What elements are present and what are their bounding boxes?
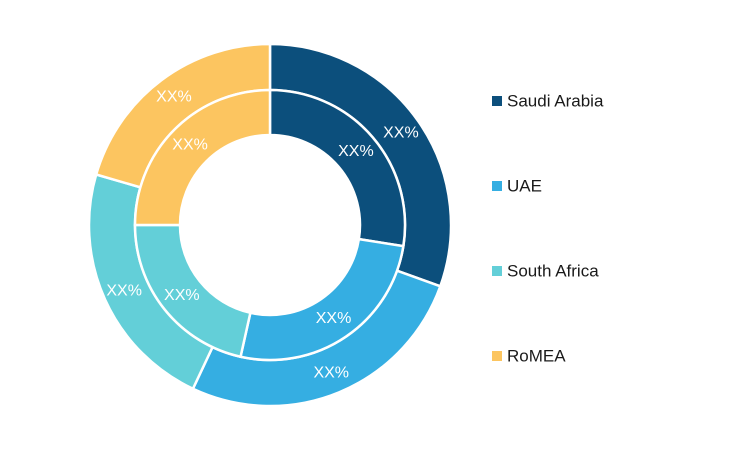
inner-slice-saudi-arabia <box>268 88 407 248</box>
legend-swatch-south-africa <box>492 266 502 276</box>
legend-label-uae: UAE <box>507 177 542 196</box>
legend-label-south-africa: South Africa <box>507 262 599 281</box>
legend-swatch-uae <box>492 181 502 191</box>
inner-slice-label-south-africa: XX% <box>164 287 200 304</box>
inner-slice-romea <box>133 88 272 227</box>
slices-layer <box>87 42 453 408</box>
outer-slice-label-uae: XX% <box>313 364 349 381</box>
outer-slice-label-romea: XX% <box>156 89 192 106</box>
slice-labels-layer: XX% XX% XX% XX% XX% XX% XX% XX% <box>106 89 418 382</box>
inner-slice-label-uae: XX% <box>316 310 352 327</box>
legend-swatch-saudi-arabia <box>492 96 502 106</box>
inner-slice-label-saudi-arabia: XX% <box>338 143 374 160</box>
outer-slice-label-south-africa: XX% <box>106 282 142 299</box>
legend-label-saudi-arabia: Saudi Arabia <box>507 92 604 111</box>
legend: Saudi Arabia UAE South Africa RoMEA <box>492 92 604 366</box>
inner-slice-label-romea: XX% <box>172 137 208 154</box>
legend-swatch-romea <box>492 351 502 361</box>
outer-slice-label-saudi-arabia: XX% <box>383 124 419 141</box>
legend-label-romea: RoMEA <box>507 347 566 366</box>
